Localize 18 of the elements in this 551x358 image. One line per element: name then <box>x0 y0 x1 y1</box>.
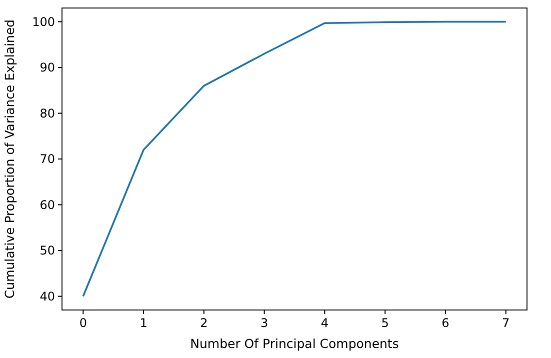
y-tick-label: 70 <box>40 152 55 166</box>
x-tick-label: 4 <box>320 316 329 330</box>
y-tick-label: 60 <box>40 198 55 212</box>
x-tick-label: 0 <box>79 316 87 330</box>
x-tick-label: 2 <box>200 316 208 330</box>
y-tick-label: 50 <box>40 244 55 258</box>
x-tick-label: 7 <box>502 316 510 330</box>
y-tick-label: 100 <box>32 14 55 29</box>
x-tick-label: 6 <box>442 316 450 330</box>
x-axis-title: Number Of Principal Components <box>190 336 399 351</box>
y-tick-label: 90 <box>40 60 55 75</box>
x-tick-label: 3 <box>260 316 268 330</box>
line-series <box>82 20 507 298</box>
x-tick-label: 1 <box>140 316 148 330</box>
y-tick-label: 80 <box>40 106 55 120</box>
x-tick-label: 5 <box>381 316 389 330</box>
y-tick-label: 40 <box>40 289 55 304</box>
y-axis-title: Cumulative Proportion of Variance Explained <box>2 19 17 299</box>
